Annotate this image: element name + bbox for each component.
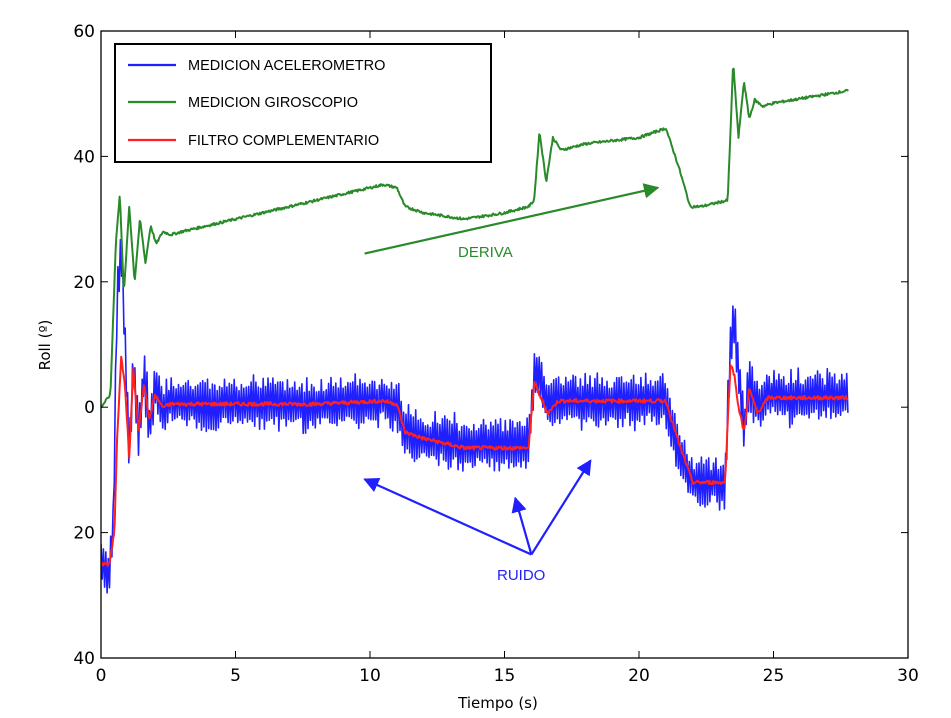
legend-box — [114, 43, 492, 163]
y-axis-label: Roll (º) — [36, 320, 54, 371]
y-tick-label: 40 — [73, 649, 95, 669]
x-tick-label: 20 — [628, 666, 650, 686]
y-tick-label: 60 — [73, 22, 95, 42]
y-tick-label: 0 — [84, 398, 95, 418]
x-tick-label: 10 — [359, 666, 381, 686]
y-tick-label: 20 — [73, 273, 95, 293]
x-tick-label: 5 — [230, 666, 241, 686]
ruido-arrow-left — [363, 477, 532, 556]
annotation-layer: DERIVA RUIDO — [363, 183, 660, 584]
y-tick-label: 40 — [73, 147, 95, 167]
y-tick-label: 20 — [73, 524, 95, 544]
series-layer — [101, 67, 849, 594]
x-tick-label: 0 — [96, 666, 107, 686]
legend-label-giroscopio: MEDICION GIROSCOPIO — [188, 95, 358, 111]
giroscopio-line — [101, 67, 849, 408]
ruido-arrow-middle — [511, 496, 533, 555]
acelerometro-line — [101, 238, 849, 594]
ruido-arrow-right — [530, 459, 592, 556]
deriva-label: DERIVA — [458, 244, 513, 261]
legend-label-acelerometro: MEDICION ACELEROMETRO — [188, 58, 385, 74]
deriva-arrow — [364, 183, 660, 255]
x-axis-label: Tiempo (s) — [457, 694, 538, 712]
ruido-label: RUIDO — [497, 567, 545, 584]
legend-label-filtro: FILTRO COMPLEMENTARIO — [188, 133, 379, 149]
x-tick-label: 30 — [897, 666, 919, 686]
tick-layer: 0 5 10 15 20 25 30 60 40 20 0 20 40 — [73, 22, 918, 686]
filtro-line — [101, 355, 849, 567]
x-tick-label: 25 — [763, 666, 785, 686]
x-tick-label: 15 — [494, 666, 516, 686]
legend: MEDICION ACELEROMETRO MEDICION GIROSCOPI… — [114, 43, 492, 163]
